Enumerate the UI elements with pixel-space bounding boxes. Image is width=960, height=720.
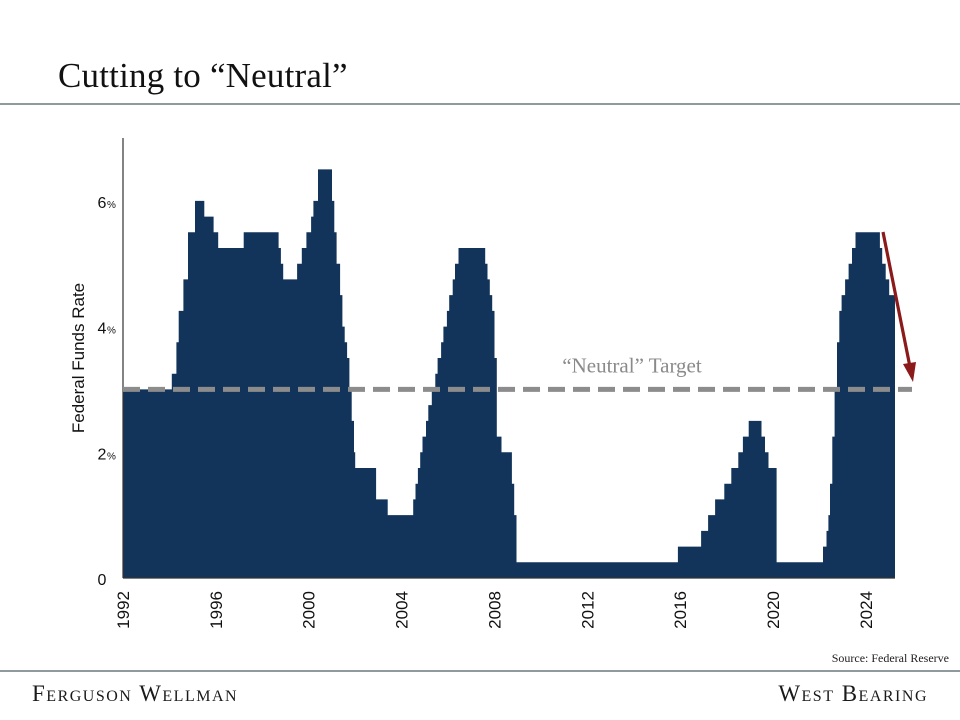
- y-tick-label: 4: [98, 321, 107, 338]
- x-tick-label: 1996: [207, 591, 226, 629]
- x-tick-label: 2000: [300, 591, 319, 629]
- cut-arrow-shaft: [881, 231, 913, 373]
- y-tick-unit: %: [107, 451, 116, 462]
- page-title: Cutting to “Neutral”: [58, 56, 348, 95]
- neutral-target-label: “Neutral” Target: [562, 353, 702, 377]
- x-tick-label: 1992: [114, 591, 133, 629]
- y-axis-label: Federal Funds Rate: [69, 283, 88, 433]
- x-tick-label: 2004: [393, 591, 412, 629]
- title-divider: [0, 103, 960, 105]
- y-tick-label: 0: [98, 572, 107, 589]
- x-tick-label: 2012: [578, 591, 597, 629]
- rate-area-series-0: [123, 169, 895, 578]
- brand-west-bearing: West Bearing: [778, 681, 928, 706]
- x-tick-label: 2016: [671, 591, 690, 629]
- x-tick-label: 2020: [764, 591, 783, 629]
- y-tick-unit: %: [107, 200, 116, 211]
- x-tick-label: 2024: [857, 591, 876, 629]
- cut-arrow-head: [903, 362, 916, 382]
- y-tick-label: 6: [98, 195, 107, 212]
- x-tick-label: 2008: [485, 591, 504, 629]
- y-tick-label: 2: [98, 446, 107, 463]
- source-note: Source: Federal Reserve: [832, 651, 949, 665]
- footer-divider: [0, 670, 960, 672]
- y-tick-unit: %: [107, 326, 116, 337]
- brand-ferguson-wellman: Ferguson Wellman: [32, 681, 239, 706]
